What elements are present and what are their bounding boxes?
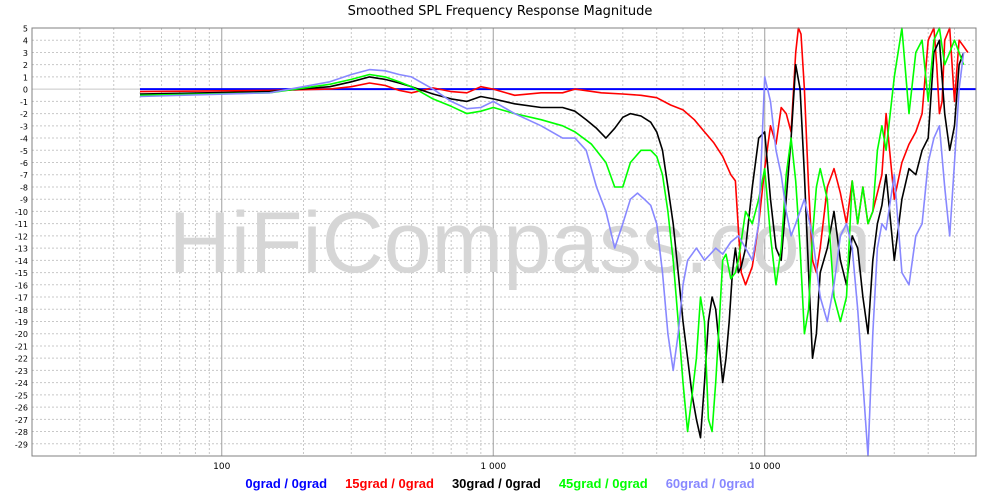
- y-tick-label: -2: [20, 110, 28, 119]
- legend-entry-4: 60grad / 0grad: [665, 476, 755, 491]
- y-tick-label: -13: [15, 245, 28, 254]
- y-tick-label: -8: [20, 183, 28, 192]
- y-tick-label: 2: [23, 61, 28, 70]
- y-tick-label: -24: [15, 379, 28, 388]
- y-tick-label: -1: [20, 98, 28, 107]
- series-line-2: [139, 39, 965, 439]
- legend: 0grad / 0grad 15grad / 0grad 30grad / 0gra…: [0, 476, 1000, 491]
- y-tick-label: -15: [15, 269, 28, 278]
- y-tick-label: 1: [23, 73, 28, 82]
- legend-entry-0: 0grad / 0grad: [245, 476, 328, 491]
- legend-entry-2: 30grad / 0grad: [451, 476, 541, 491]
- y-tick-label: -27: [15, 416, 28, 425]
- y-tick-label: -14: [15, 257, 28, 266]
- y-tick-label: -18: [15, 306, 28, 315]
- y-tick-label: -10: [15, 208, 28, 217]
- y-tick-label: -20: [15, 330, 28, 339]
- series-line-3: [139, 27, 965, 433]
- y-tick-label: -19: [15, 318, 28, 327]
- y-tick-label: -6: [20, 159, 28, 168]
- y-tick-label: -12: [15, 232, 28, 241]
- y-tick-label: 4: [23, 37, 28, 46]
- y-tick-label: -3: [20, 122, 28, 131]
- y-tick-label: -7: [20, 171, 28, 180]
- y-tick-label: 5: [23, 25, 28, 34]
- y-tick-label: -29: [15, 440, 28, 449]
- y-tick-label: -17: [15, 294, 28, 303]
- chart-title: Smoothed SPL Frequency Response Magnitud…: [347, 4, 653, 19]
- y-tick-label: 3: [23, 49, 28, 58]
- y-tick-label: -16: [15, 281, 28, 290]
- y-tick-label: -22: [15, 355, 28, 364]
- watermark-text: HiFiCompass.com: [169, 195, 871, 291]
- y-tick-label: -11: [15, 220, 28, 229]
- y-tick-label: -25: [15, 391, 28, 400]
- x-tick-label: 1 000: [480, 462, 506, 472]
- x-tick-label: 100: [213, 462, 230, 472]
- y-tick-label: -23: [15, 367, 28, 376]
- legend-entry-3: 45grad / 0grad: [558, 476, 648, 491]
- legend-entry-1: 15grad / 0grad: [345, 476, 434, 491]
- plot-frame: [31, 27, 977, 457]
- x-tick-label: 10 000: [749, 462, 781, 472]
- y-tick-label: -9: [20, 196, 28, 205]
- series-line-4: [139, 52, 965, 457]
- y-tick-label: -28: [15, 428, 28, 437]
- y-tick-label: -4: [20, 135, 28, 144]
- y-tick-label: -26: [15, 404, 28, 413]
- y-tick-label: -5: [20, 147, 28, 156]
- series-line-1: [139, 27, 969, 286]
- y-tick-label: -21: [15, 342, 28, 351]
- y-tick-label: 0: [23, 86, 28, 95]
